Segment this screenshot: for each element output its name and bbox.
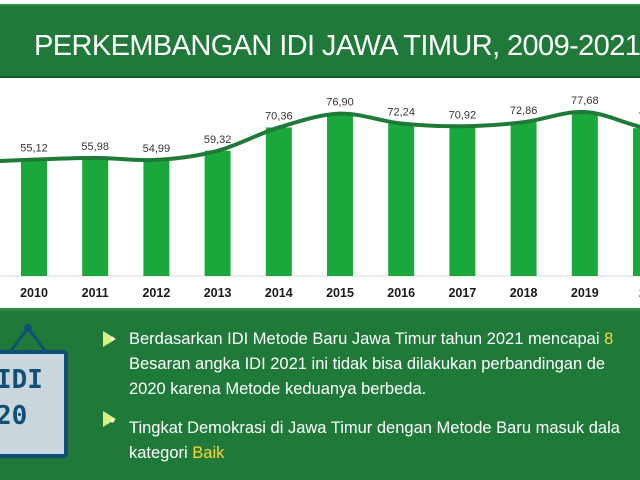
idi-bar-chart: 55,12 2010 55,98 2011 54,99 2012 59,32 2013 70,3… — [0, 95, 640, 300]
bar-2013 — [204, 150, 231, 276]
bar-2018 — [510, 122, 537, 276]
sign-hanger-icon — [8, 324, 48, 353]
arrow-bullet-icon — [103, 331, 116, 347]
value-label-2016: 72,24 — [387, 106, 415, 118]
value-label-2010: 55,12 — [20, 143, 48, 155]
idi-value-highlight: 8 — [604, 330, 614, 348]
bullet-1-line-1-text: Berdasarkan IDI Metode Baru Jawa Timur t… — [129, 330, 605, 348]
value-label-2014: 70,36 — [265, 110, 293, 122]
bar-2015 — [327, 113, 353, 277]
value-label-2011: 55,98 — [81, 141, 109, 153]
value-label-2017: 70,92 — [449, 109, 477, 121]
bullet-2-line-2: kategori Baik — [129, 441, 224, 465]
arrow-bullet-icon — [103, 411, 116, 427]
sign-line-1: IDI — [0, 365, 43, 395]
sign-line-2: 20 — [0, 401, 28, 431]
value-label-20: 70, — [638, 111, 640, 123]
bar-2010 — [21, 159, 47, 276]
x-tick-2015: 2015 — [326, 286, 354, 300]
value-label-2013: 59,32 — [204, 134, 232, 146]
value-label-2012: 54,99 — [143, 143, 171, 155]
bar-2017 — [449, 126, 476, 276]
bar-20 — [633, 128, 640, 276]
value-label-2015: 76,90 — [326, 97, 354, 109]
bullet-1-line-3: 2020 karena Metode keduanya berbeda. — [129, 380, 427, 398]
x-tick-2016: 2016 — [387, 286, 415, 300]
idi-sign-illustration: IDI 20 — [0, 322, 80, 472]
bar-2014 — [265, 127, 292, 276]
title-banner: PERKEMBANGAN IDI JAWA TIMUR, 2009-2021 — [0, 4, 640, 78]
sign-label: IDI 20 — [0, 362, 56, 434]
bar-2016 — [388, 123, 415, 276]
page-title: PERKEMBANGAN IDI JAWA TIMUR, 2009-2021 — [34, 30, 640, 62]
value-label-2019: 77,68 — [571, 95, 599, 107]
summary-panel-divider — [0, 308, 640, 311]
x-tick-2010: 2010 — [20, 286, 48, 300]
bullet-dot-icon: • — [110, 412, 115, 428]
x-tick-2019: 2019 — [571, 286, 599, 300]
x-tick-2012: 2012 — [142, 286, 170, 300]
bar-2012 — [143, 159, 170, 276]
x-tick-2011: 2011 — [82, 286, 109, 300]
bar-2011 — [82, 157, 109, 276]
bullet-dot-icon: • — [110, 330, 115, 346]
bar-2019 — [571, 112, 598, 277]
value-label-2018: 72,86 — [510, 105, 538, 117]
trend-line — [0, 110, 640, 163]
x-tick-2013: 2013 — [204, 286, 232, 300]
header: PERKEMBANGAN IDI JAWA TIMUR, 2009-2021 — [0, 0, 640, 80]
x-tick-2017: 2017 — [448, 286, 476, 300]
category-highlight: Baik — [192, 444, 225, 462]
x-tick-2014: 2014 — [265, 286, 293, 300]
bullet-2-line-1: Tingkat Demokrasi di Jawa Timur dengan M… — [129, 419, 620, 437]
bullet-1-line-1: Berdasarkan IDI Metode Baru Jawa Timur t… — [129, 327, 613, 351]
bullet-1-line-2: Besaran angka IDI 2021 ini tidak bisa di… — [129, 355, 606, 373]
sign-board — [0, 350, 68, 458]
x-tick-2018: 2018 — [510, 286, 538, 300]
bullet-2-line-2-text: kategori — [129, 444, 193, 462]
